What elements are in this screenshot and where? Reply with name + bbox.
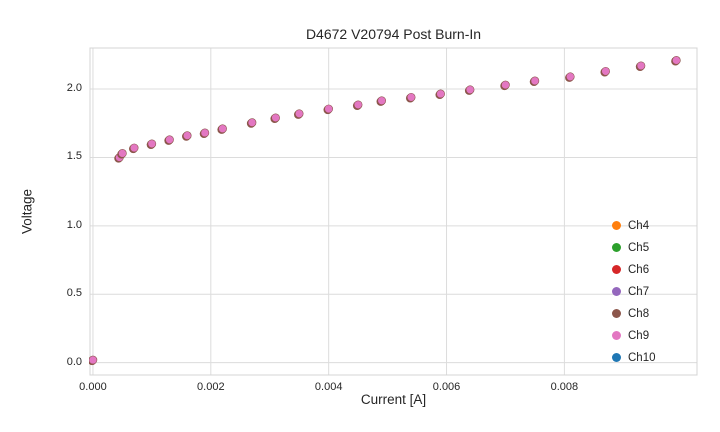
legend-label: Ch6: [628, 263, 650, 276]
legend-marker-icon: [612, 331, 621, 340]
legend-label: Ch10: [628, 351, 656, 364]
y-tick-label: 0.5: [66, 287, 82, 300]
y-tick-label: 1.5: [66, 150, 82, 163]
scatter-point: [377, 96, 387, 105]
legend-marker-icon: [612, 221, 621, 230]
x-tick-label: 0.004: [314, 381, 343, 393]
scatter-point: [118, 149, 127, 158]
scatter-point: [565, 72, 575, 82]
legend-label: Ch5: [628, 241, 650, 254]
legend-label: Ch4: [628, 219, 650, 232]
scatter-point: [294, 109, 304, 118]
x-tick-label: 0.002: [197, 381, 225, 393]
legend-marker-icon: [612, 287, 621, 296]
scatter-point: [271, 113, 280, 123]
legend-item-ch7: Ch7: [612, 284, 656, 299]
legend-marker-icon: [612, 243, 621, 252]
scatter-point: [147, 139, 157, 149]
legend-item-ch6: Ch6: [612, 262, 656, 277]
legend-marker-icon: [612, 265, 621, 274]
x-axis-label: Current [A]: [360, 392, 427, 407]
legend-item-ch4: Ch4: [612, 218, 656, 233]
scatter-point: [165, 135, 174, 144]
scatter-point: [353, 100, 363, 110]
y-tick-label: 2.0: [66, 82, 82, 95]
legend-marker-icon: [612, 353, 621, 362]
legend-item-ch10: Ch10: [612, 350, 656, 365]
y-tick-label: 0.0: [66, 355, 82, 368]
scatter-point: [406, 92, 416, 102]
scatter-point: [465, 85, 475, 95]
y-tick-label: 1.0: [66, 218, 82, 231]
x-tick-label: 0.008: [550, 381, 579, 393]
scatter-point: [436, 89, 445, 99]
scatter-point: [218, 124, 227, 134]
scatter-point: [200, 128, 210, 138]
scatter-point: [672, 56, 681, 65]
scatter-point: [636, 61, 646, 71]
legend-item-ch9: Ch9: [612, 328, 656, 343]
scatter-point: [601, 66, 610, 76]
legend-label: Ch7: [628, 285, 650, 298]
scatter-point: [530, 76, 540, 86]
scatter-point: [89, 355, 98, 365]
legend-marker-icon: [612, 309, 621, 318]
scatter-point: [324, 104, 333, 114]
legend-item-ch5: Ch5: [612, 240, 656, 255]
legend-label: Ch8: [628, 307, 650, 320]
chart-title: D4672 V20794 Post Burn-In: [305, 26, 482, 42]
x-tick-label: 0.000: [79, 381, 107, 393]
legend-label: Ch9: [628, 329, 650, 342]
legend-item-ch8: Ch8: [612, 306, 656, 321]
scatter-point: [247, 118, 257, 127]
scatter-point: [501, 80, 510, 90]
plot-frame: [89, 47, 698, 376]
legend: Ch4 Ch5 Ch6 Ch7 Ch8 Ch9 Ch10: [612, 218, 656, 365]
x-tick-label: 0.006: [432, 381, 461, 393]
scatter-point: [182, 131, 192, 140]
scatter-point: [129, 143, 139, 153]
scatter-series-group: [89, 56, 681, 366]
